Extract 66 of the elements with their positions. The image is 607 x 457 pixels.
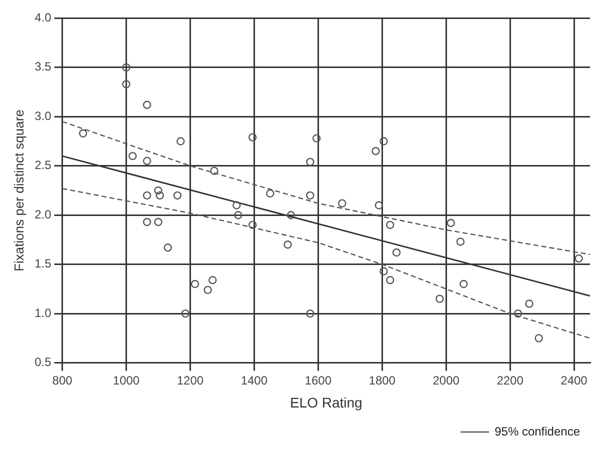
point: [232, 201, 241, 210]
point: [248, 133, 257, 142]
point: [380, 267, 388, 276]
point: [78, 129, 88, 138]
point: [372, 147, 380, 156]
point: [306, 158, 314, 166]
point: [284, 240, 292, 249]
x-tick-label: 1400: [240, 373, 268, 388]
point: [574, 254, 583, 263]
x-tick-label: 1200: [176, 373, 204, 388]
point: [210, 166, 218, 175]
legend-label: 95% confidence: [494, 424, 580, 438]
point: [446, 218, 455, 228]
point: [142, 191, 152, 200]
point: [234, 211, 242, 220]
y-tick-label: 2.0: [34, 207, 52, 222]
point: [266, 189, 274, 198]
point: [164, 244, 172, 252]
y-tick-label: 0.5: [34, 355, 52, 370]
point: [248, 220, 257, 230]
point: [156, 191, 164, 200]
point: [386, 276, 394, 284]
x-tick-label: 1000: [112, 373, 140, 388]
point: [142, 156, 152, 166]
y-tick-label: 1.5: [34, 256, 52, 271]
y-axis-title: Fixations per distinct square: [11, 110, 26, 272]
point: [386, 220, 394, 230]
point: [460, 280, 468, 288]
point: [380, 137, 388, 146]
point: [154, 218, 162, 226]
y-tick-label: 2.5: [34, 158, 52, 172]
point: [374, 201, 384, 210]
point: [142, 218, 152, 226]
x-tick-label: 1800: [368, 373, 396, 388]
point: [456, 238, 465, 246]
x-tick-label: 1600: [304, 373, 332, 388]
point: [122, 63, 130, 72]
point: [181, 309, 190, 318]
y-tick-label: 4.0: [34, 10, 52, 25]
x-tick-label: 800: [52, 373, 73, 388]
x-tick-label: 2200: [496, 373, 524, 388]
point: [176, 137, 185, 146]
point: [312, 134, 321, 142]
point: [338, 199, 346, 208]
point: [122, 80, 130, 88]
point: [208, 276, 217, 284]
point: [525, 300, 534, 308]
x-tick-label: 2000: [432, 373, 460, 388]
x-axis-title: ELO Rating: [290, 394, 362, 410]
point: [392, 248, 401, 257]
point: [128, 152, 137, 160]
point: [190, 280, 200, 288]
point: [142, 100, 152, 109]
x-tick-label: 2400: [560, 373, 588, 388]
point: [306, 309, 314, 318]
point: [286, 211, 296, 220]
point: [154, 186, 162, 195]
point: [534, 334, 543, 342]
point: [436, 294, 444, 303]
point: [173, 191, 182, 200]
y-tick-label: 3.0: [34, 108, 52, 123]
y-tick-label: 3.5: [34, 60, 52, 74]
point: [514, 309, 522, 318]
point: [306, 191, 314, 200]
point: [204, 286, 212, 294]
y-tick-label: 1.0: [34, 306, 52, 320]
